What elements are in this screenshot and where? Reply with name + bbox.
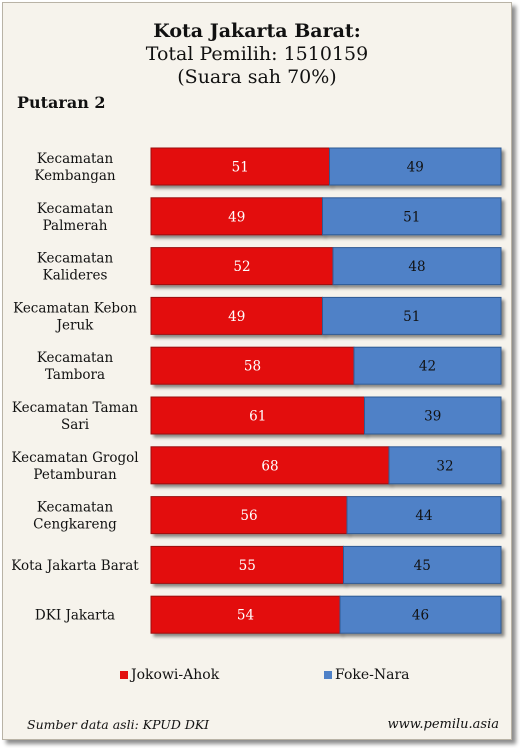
value-label-foke-nara-kecamatan-grogol-petamburan: 32 <box>436 458 453 474</box>
legend-item-foke-nara: Foke-Nara <box>324 667 410 683</box>
bar-jokowi-ahok-dki-jakarta <box>150 595 341 634</box>
bar-foke-nara-kecamatan-palmerah <box>322 197 502 236</box>
category-label-kecamatan-grogol-petamburan: Kecamatan Grogol Petamburan <box>11 450 138 483</box>
bar-foke-nara-kecamatan-cengkareng <box>346 496 502 535</box>
value-label-foke-nara-kecamatan-kalideres: 48 <box>408 259 425 275</box>
chart-legend: Jokowi-Ahok Foke-Nara <box>3 667 511 685</box>
chart-title: Kota Jakarta Barat: <box>153 20 361 42</box>
bar-foke-nara-kecamatan-kebon-jeruk <box>322 296 502 335</box>
bar-jokowi-ahok-kecamatan-palmerah <box>150 197 323 236</box>
value-label-jokowi-ahok-kota-jakarta-barat: 55 <box>239 558 256 574</box>
value-label-jokowi-ahok-kecamatan-tambora: 58 <box>244 359 261 375</box>
category-label-kecamatan-palmerah: Kecamatan Palmerah <box>37 201 114 234</box>
category-label-kecamatan-cengkareng: Kecamatan Cengkareng <box>33 500 117 533</box>
bar-jokowi-ahok-kecamatan-taman-sari <box>150 396 365 435</box>
legend-item-jokowi-ahok: Jokowi-Ahok <box>120 667 219 683</box>
value-label-jokowi-ahok-kecamatan-kalideres: 52 <box>233 259 250 275</box>
bar-jokowi-ahok-kecamatan-kebon-jeruk <box>150 296 323 335</box>
bar-foke-nara-kecamatan-tambora <box>353 346 502 385</box>
site-url: www.pemilu.asia <box>387 717 499 732</box>
bar-jokowi-ahok-kecamatan-kalideres <box>150 247 334 286</box>
chart-frame: Kota Jakarta Barat: Total Pemilih: 15101… <box>2 2 512 740</box>
bar-jokowi-ahok-kecamatan-cengkareng <box>150 496 348 535</box>
value-label-jokowi-ahok-kecamatan-kebon-jeruk: 49 <box>228 309 245 325</box>
value-label-foke-nara-kota-jakarta-barat: 45 <box>414 558 431 574</box>
category-label-kecamatan-kalideres: Kecamatan Kalideres <box>37 251 114 284</box>
bar-foke-nara-kecamatan-kembangan <box>329 147 502 186</box>
legend-label-jokowi-ahok: Jokowi-Ahok <box>131 667 220 683</box>
legend-label-foke-nara: Foke-Nara <box>335 667 410 683</box>
value-label-foke-nara-kecamatan-tambora: 42 <box>419 359 436 375</box>
chart-subtitle-total: Total Pemilih: 1510159 <box>145 43 369 65</box>
value-label-foke-nara-kecamatan-taman-sari: 39 <box>424 409 441 425</box>
round-label: Putaran 2 <box>17 93 106 112</box>
value-label-jokowi-ahok-kecamatan-kembangan: 51 <box>232 160 249 176</box>
value-label-jokowi-ahok-kecamatan-cengkareng: 56 <box>240 508 257 524</box>
category-label-dki-jakarta: DKI Jakarta <box>35 608 115 624</box>
value-label-foke-nara-dki-jakarta: 46 <box>412 608 429 624</box>
legend-swatch-jokowi-ahok <box>120 671 128 679</box>
category-label-kecamatan-taman-sari: Kecamatan Taman Sari <box>12 400 138 433</box>
chart-subtitle-valid: (Suara sah 70%) <box>177 66 337 88</box>
bar-jokowi-ahok-kecamatan-grogol-petamburan <box>150 446 390 485</box>
stacked-bar-chart: 51 49 Kecamatan Kembangan 49 51 Kecamatan Palme… <box>11 147 502 634</box>
category-label-kecamatan-kembangan: Kecamatan Kembangan <box>34 151 116 184</box>
value-label-foke-nara-kecamatan-palmerah: 51 <box>403 209 420 225</box>
value-label-foke-nara-kecamatan-cengkareng: 44 <box>415 508 432 524</box>
legend-swatch-foke-nara <box>324 671 332 679</box>
value-label-foke-nara-kecamatan-kembangan: 49 <box>407 160 424 176</box>
chart-title-block: Kota Jakarta Barat: Total Pemilih: 15101… <box>3 19 511 89</box>
value-label-foke-nara-kecamatan-kebon-jeruk: 51 <box>403 309 420 325</box>
category-label-kecamatan-kebon-jeruk: Kecamatan Kebon Jeruk <box>13 300 137 333</box>
value-label-jokowi-ahok-dki-jakarta: 54 <box>237 608 254 624</box>
value-label-jokowi-ahok-kecamatan-taman-sari: 61 <box>249 409 266 425</box>
value-label-jokowi-ahok-kecamatan-palmerah: 49 <box>228 209 245 225</box>
bar-foke-nara-kecamatan-taman-sari <box>364 396 502 435</box>
bar-foke-nara-dki-jakarta <box>339 595 502 634</box>
bar-foke-nara-kota-jakarta-barat <box>343 545 502 584</box>
source-note: Sumber data asli: KPUD DKI <box>27 717 210 732</box>
category-label-kecamatan-tambora: Kecamatan Tambora <box>37 350 114 383</box>
value-label-jokowi-ahok-kecamatan-grogol-petamburan: 68 <box>261 458 278 474</box>
category-label-kota-jakarta-barat: Kota Jakarta Barat <box>11 558 139 574</box>
bar-jokowi-ahok-kota-jakarta-barat <box>150 545 344 584</box>
bar-foke-nara-kecamatan-kalideres <box>332 247 502 286</box>
bar-foke-nara-kecamatan-grogol-petamburan <box>388 446 502 485</box>
